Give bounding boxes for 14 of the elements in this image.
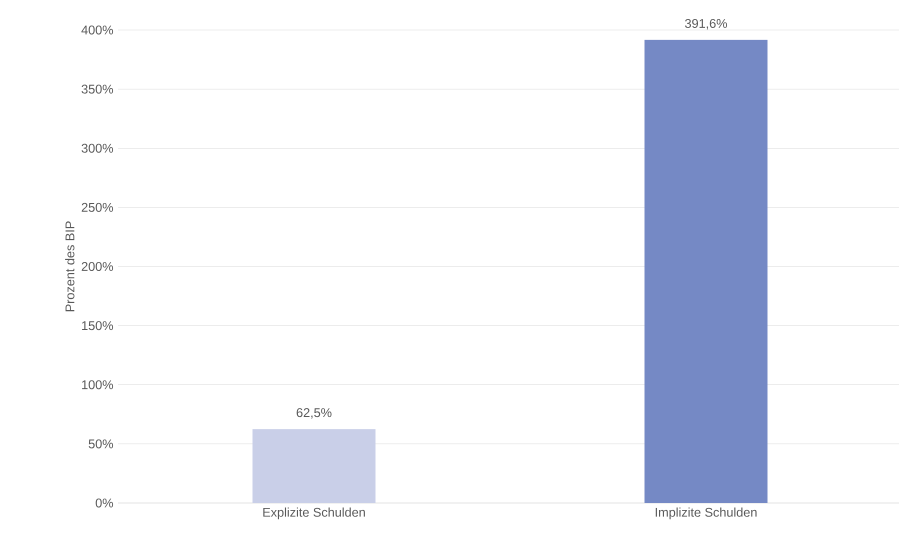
y-tick-label: 0%	[96, 498, 114, 508]
y-tick-label: 400%	[81, 26, 114, 34]
x-tick-label: Explizite Schulden	[263, 507, 365, 520]
y-tick-label: 250%	[82, 202, 114, 212]
data-label: 62,5%	[296, 408, 332, 419]
y-tick-label: 100%	[82, 380, 114, 390]
y-tick-label: 200%	[82, 262, 114, 271]
y-tick-label: 50%	[88, 439, 114, 448]
y-tick-label: 300%	[82, 144, 114, 153]
y-tick-label: 150%	[82, 321, 114, 330]
y-tick-label: 350%	[82, 84, 114, 94]
data-label: 391,6%	[685, 18, 728, 30]
x-tick-label: Implizite Schulden	[656, 507, 757, 520]
y-axis-title: Prozent des BIP	[65, 221, 74, 312]
